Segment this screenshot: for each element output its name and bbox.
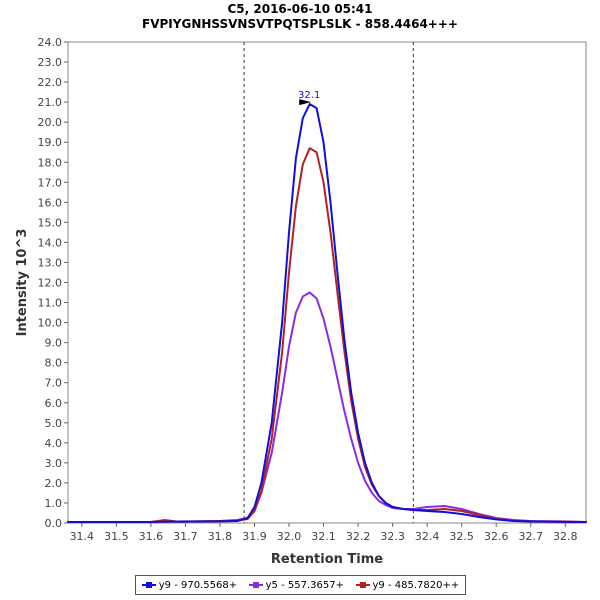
x-tick-label: 32.5 — [449, 530, 474, 543]
legend-swatch — [141, 582, 156, 588]
y-tick-label: 11.0 — [38, 297, 63, 310]
peak-label: 32.1 — [298, 90, 320, 101]
y-tick-label: 1.0 — [45, 497, 63, 510]
y-tick-label: 16.0 — [38, 196, 63, 209]
y-tick-label: 3.0 — [45, 457, 63, 470]
x-axis-label: Retention Time — [271, 552, 383, 567]
y-tick-label: 4.0 — [45, 437, 63, 450]
chart-title: C5, 2016-06-10 05:41 — [227, 2, 373, 16]
y-tick-label: 21.0 — [38, 96, 63, 109]
y-tick-label: 14.0 — [38, 236, 63, 249]
x-tick-label: 31.7 — [173, 530, 198, 543]
legend-item: y5 - 557.3657+ — [248, 579, 344, 591]
legend-swatch — [355, 582, 370, 588]
x-tick-label: 31.4 — [70, 530, 95, 543]
x-tick-label: 32.8 — [553, 530, 578, 543]
y-tick-label: 18.0 — [38, 156, 63, 169]
x-tick-label: 31.9 — [242, 530, 267, 543]
y-tick-label: 12.0 — [38, 277, 63, 290]
y-tick-label: 6.0 — [45, 397, 63, 410]
y-tick-label: 5.0 — [45, 417, 63, 430]
y-tick-label: 22.0 — [38, 76, 63, 89]
x-tick-label: 31.8 — [208, 530, 233, 543]
legend-swatch — [248, 582, 263, 588]
y-tick-label: 23.0 — [38, 56, 63, 69]
y-tick-label: 17.0 — [38, 176, 63, 189]
peak-marker-arrow — [299, 99, 312, 106]
y-tick-label: 7.0 — [45, 377, 63, 390]
y-tick-label: 15.0 — [38, 216, 63, 229]
x-tick-label: 32.3 — [380, 530, 405, 543]
x-tick-label: 31.6 — [139, 530, 164, 543]
y-tick-label: 24.0 — [38, 36, 63, 49]
legend-item: y9 - 970.5568+ — [141, 579, 238, 591]
y-tick-label: 0.0 — [45, 517, 63, 530]
plot-area — [67, 41, 587, 524]
y-tick-label: 8.0 — [45, 357, 63, 370]
legend-label: y9 - 485.7820++ — [372, 579, 460, 591]
legend-item: y9 - 485.7820++ — [355, 579, 460, 591]
chart-subtitle: FVPIYGNHSSVNSVTPQTSPLSLK - 858.4464+++ — [142, 17, 458, 31]
legend-label: y5 - 557.3657+ — [265, 579, 344, 591]
y-tick-label: 19.0 — [38, 136, 63, 149]
x-tick-label: 32.7 — [518, 530, 543, 543]
y-tick-label: 20.0 — [38, 116, 63, 129]
x-tick-label: 31.5 — [104, 530, 129, 543]
x-tick-label: 32.6 — [484, 530, 509, 543]
series-line — [67, 103, 587, 523]
x-tick-label: 32.1 — [311, 530, 336, 543]
x-tick-label: 32.0 — [277, 530, 302, 543]
x-tick-label: 32.4 — [415, 530, 440, 543]
y-tick-label: 13.0 — [38, 256, 63, 269]
chart-legend: y9 - 970.5568+ y5 - 557.3657+ y9 - 485.7… — [135, 575, 466, 595]
y-tick-label: 10.0 — [38, 317, 63, 330]
legend-label: y9 - 970.5568+ — [158, 579, 238, 591]
x-tick-label: 32.2 — [346, 530, 371, 543]
y-tick-label: 9.0 — [45, 337, 63, 350]
y-axis-label: Intensity 10^3 — [15, 229, 30, 337]
y-tick-label: 2.0 — [45, 477, 63, 490]
